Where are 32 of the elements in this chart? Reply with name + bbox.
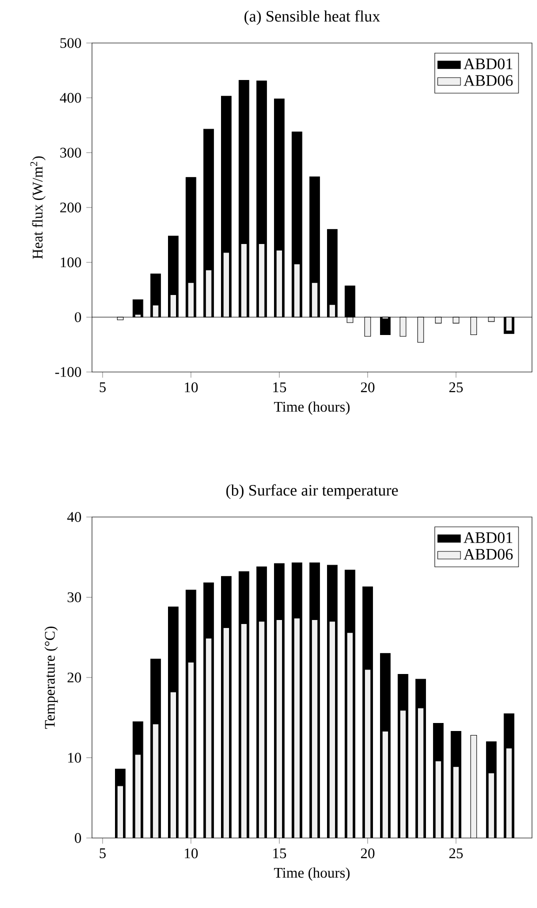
x-tick-label: 20 (360, 848, 374, 858)
x-tick-label: 15 (273, 848, 286, 858)
y-tick-label: 200 (60, 202, 82, 212)
x-tick-label: 20 (360, 382, 374, 392)
x-tick-label: 10 (184, 848, 198, 858)
y-tick-label: 20 (68, 672, 82, 682)
x-tick-label: 15 (273, 382, 286, 392)
y-tick-label: 10 (68, 752, 82, 763)
y-axis-title: Temperature (°C) (44, 626, 58, 729)
y-tick-label: 500 (60, 38, 82, 48)
x-tick-label: 25 (449, 848, 463, 858)
legend-label: ABD06 (464, 75, 513, 86)
legend-label: ABD01 (464, 532, 512, 544)
y-tick-label: 0 (74, 312, 82, 322)
chart-title: (b) Surface air temperature (226, 484, 398, 499)
legend-label: ABD06 (464, 548, 513, 560)
chart-title: (a) Sensible heat flux (244, 10, 380, 25)
y-tick-label: 300 (60, 148, 82, 158)
y-tick-label: 0 (74, 833, 82, 843)
y-tick-label: 100 (60, 257, 82, 268)
y-tick-label: 400 (60, 92, 82, 103)
x-tick-label: 25 (449, 382, 463, 392)
legend-label: ABD01 (464, 58, 512, 70)
x-axis-title: Time (hours) (274, 867, 350, 881)
y-tick-label: 30 (68, 592, 82, 602)
y-axis-title: Heat flux (W/m$^{2}$) (30, 156, 46, 259)
y-tick-label: -100 (55, 367, 82, 377)
x-axis-title: Time (hours) (274, 401, 350, 415)
x-tick-label: 10 (184, 382, 198, 392)
y-tick-label: 40 (67, 512, 82, 522)
x-tick-label: 5 (100, 848, 106, 858)
x-tick-label: 5 (100, 382, 106, 392)
